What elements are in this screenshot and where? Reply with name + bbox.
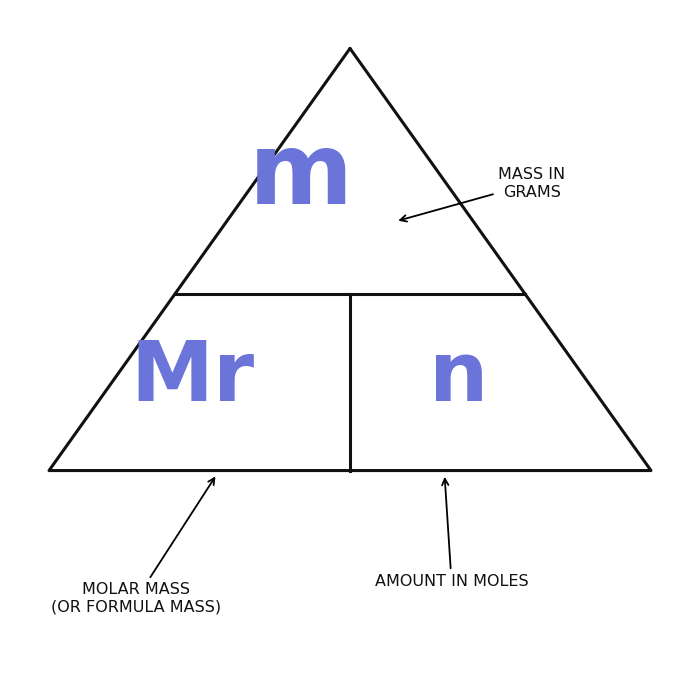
- Text: MASS IN
GRAMS: MASS IN GRAMS: [400, 167, 566, 221]
- Text: AMOUNT IN MOLES: AMOUNT IN MOLES: [374, 479, 528, 589]
- Text: m: m: [249, 128, 353, 225]
- Text: n: n: [429, 336, 488, 418]
- Text: MOLAR MASS
(OR FORMULA MASS): MOLAR MASS (OR FORMULA MASS): [51, 478, 222, 614]
- Text: Mr: Mr: [130, 336, 255, 418]
